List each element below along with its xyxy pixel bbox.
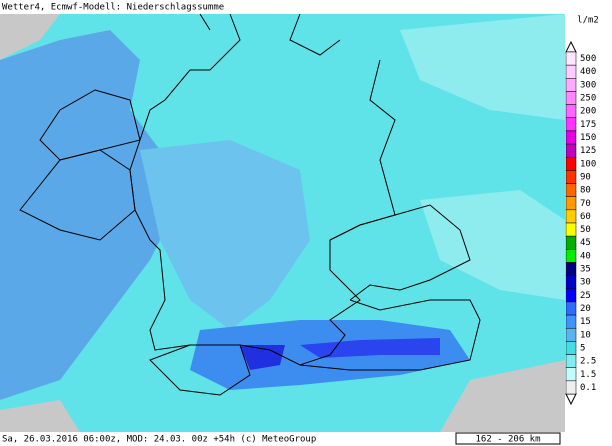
rain-area	[300, 338, 440, 358]
legend-swatch	[565, 327, 577, 342]
border-czech	[329, 204, 471, 301]
border-belgium	[19, 149, 136, 241]
legend-swatch	[565, 209, 577, 224]
legend-label: 125	[580, 146, 596, 156]
legend-swatch	[565, 314, 577, 329]
legend-swatch	[565, 367, 577, 382]
rain-area	[420, 190, 565, 300]
rain-area	[0, 30, 180, 400]
legend-label: 15	[580, 317, 591, 327]
legend-label: 45	[580, 238, 591, 248]
legend-label: 40	[580, 251, 591, 261]
legend-swatch	[565, 235, 577, 250]
legend-swatch	[565, 275, 577, 290]
legend-swatch	[565, 130, 577, 145]
rain-area	[400, 14, 565, 120]
legend-swatch	[565, 183, 577, 197]
borders	[19, 13, 481, 396]
legend-label: 2.5	[580, 357, 596, 367]
legend-label: 100	[580, 159, 596, 169]
legend-label: 1.5	[580, 370, 596, 380]
scale-label: 162 - 206 km	[475, 435, 540, 445]
footer-text: Sa, 26.03.2016 06:00z, MOD: 24.03. 00z +…	[2, 435, 316, 445]
precipitation-map	[0, 13, 565, 432]
legend-label: 175	[580, 120, 596, 130]
scale-box	[455, 432, 561, 445]
legend-swatch	[565, 196, 577, 211]
legend-label: 5	[580, 343, 585, 353]
legend-swatch	[565, 156, 577, 171]
legend-swatch	[565, 64, 577, 79]
legend-swatch	[565, 143, 577, 158]
legend-swatch	[565, 91, 577, 105]
legend-label: 70	[580, 199, 591, 209]
legend-swatch	[565, 51, 577, 66]
legend-label: 20	[580, 304, 591, 314]
legend-label: 200	[580, 107, 596, 117]
legend-label: 500	[580, 54, 596, 64]
legend-label: 80	[580, 186, 591, 196]
legend-swatch	[565, 354, 577, 368]
border-switzerland	[149, 344, 251, 396]
border-denmark	[199, 13, 341, 56]
no-data	[0, 14, 60, 60]
legend-swatch	[565, 301, 577, 316]
legend-swatch	[565, 249, 577, 263]
legend-label: 150	[580, 133, 596, 143]
no-data	[0, 400, 80, 432]
legend-swatch	[565, 262, 577, 276]
legend-swatch	[565, 117, 577, 132]
legend-swatch	[565, 222, 577, 237]
legend-unit: l/m2	[577, 16, 599, 26]
legend-swatch	[565, 380, 577, 395]
legend-label: 30	[580, 278, 591, 288]
legend-label: 300	[580, 80, 596, 90]
legend-label: 35	[580, 265, 591, 275]
legend: l/m2 500 400 300 250 200 175 150 125 100 90 80 70 60…	[565, 14, 612, 432]
legend-swatch	[565, 170, 577, 184]
legend-label: 50	[580, 225, 591, 235]
legend-swatch	[565, 78, 577, 92]
legend-label: 250	[580, 94, 596, 104]
legend-label: 90	[580, 172, 591, 182]
legend-swatch	[565, 288, 577, 303]
legend-label: 60	[580, 212, 591, 222]
legend-label: 25	[580, 291, 591, 301]
rain-area	[140, 140, 310, 330]
border-austria	[299, 299, 481, 371]
legend-label: 400	[580, 67, 596, 77]
legend-label: 0.1	[580, 383, 596, 393]
legend-label: 10	[580, 330, 591, 340]
header-title: Wetter4, Ecmwf-Modell: Niederschlagssumm…	[2, 3, 224, 13]
rain-area	[240, 345, 285, 370]
legend-swatch	[565, 104, 577, 119]
no-data	[440, 360, 565, 432]
legend-swatch	[565, 341, 577, 355]
